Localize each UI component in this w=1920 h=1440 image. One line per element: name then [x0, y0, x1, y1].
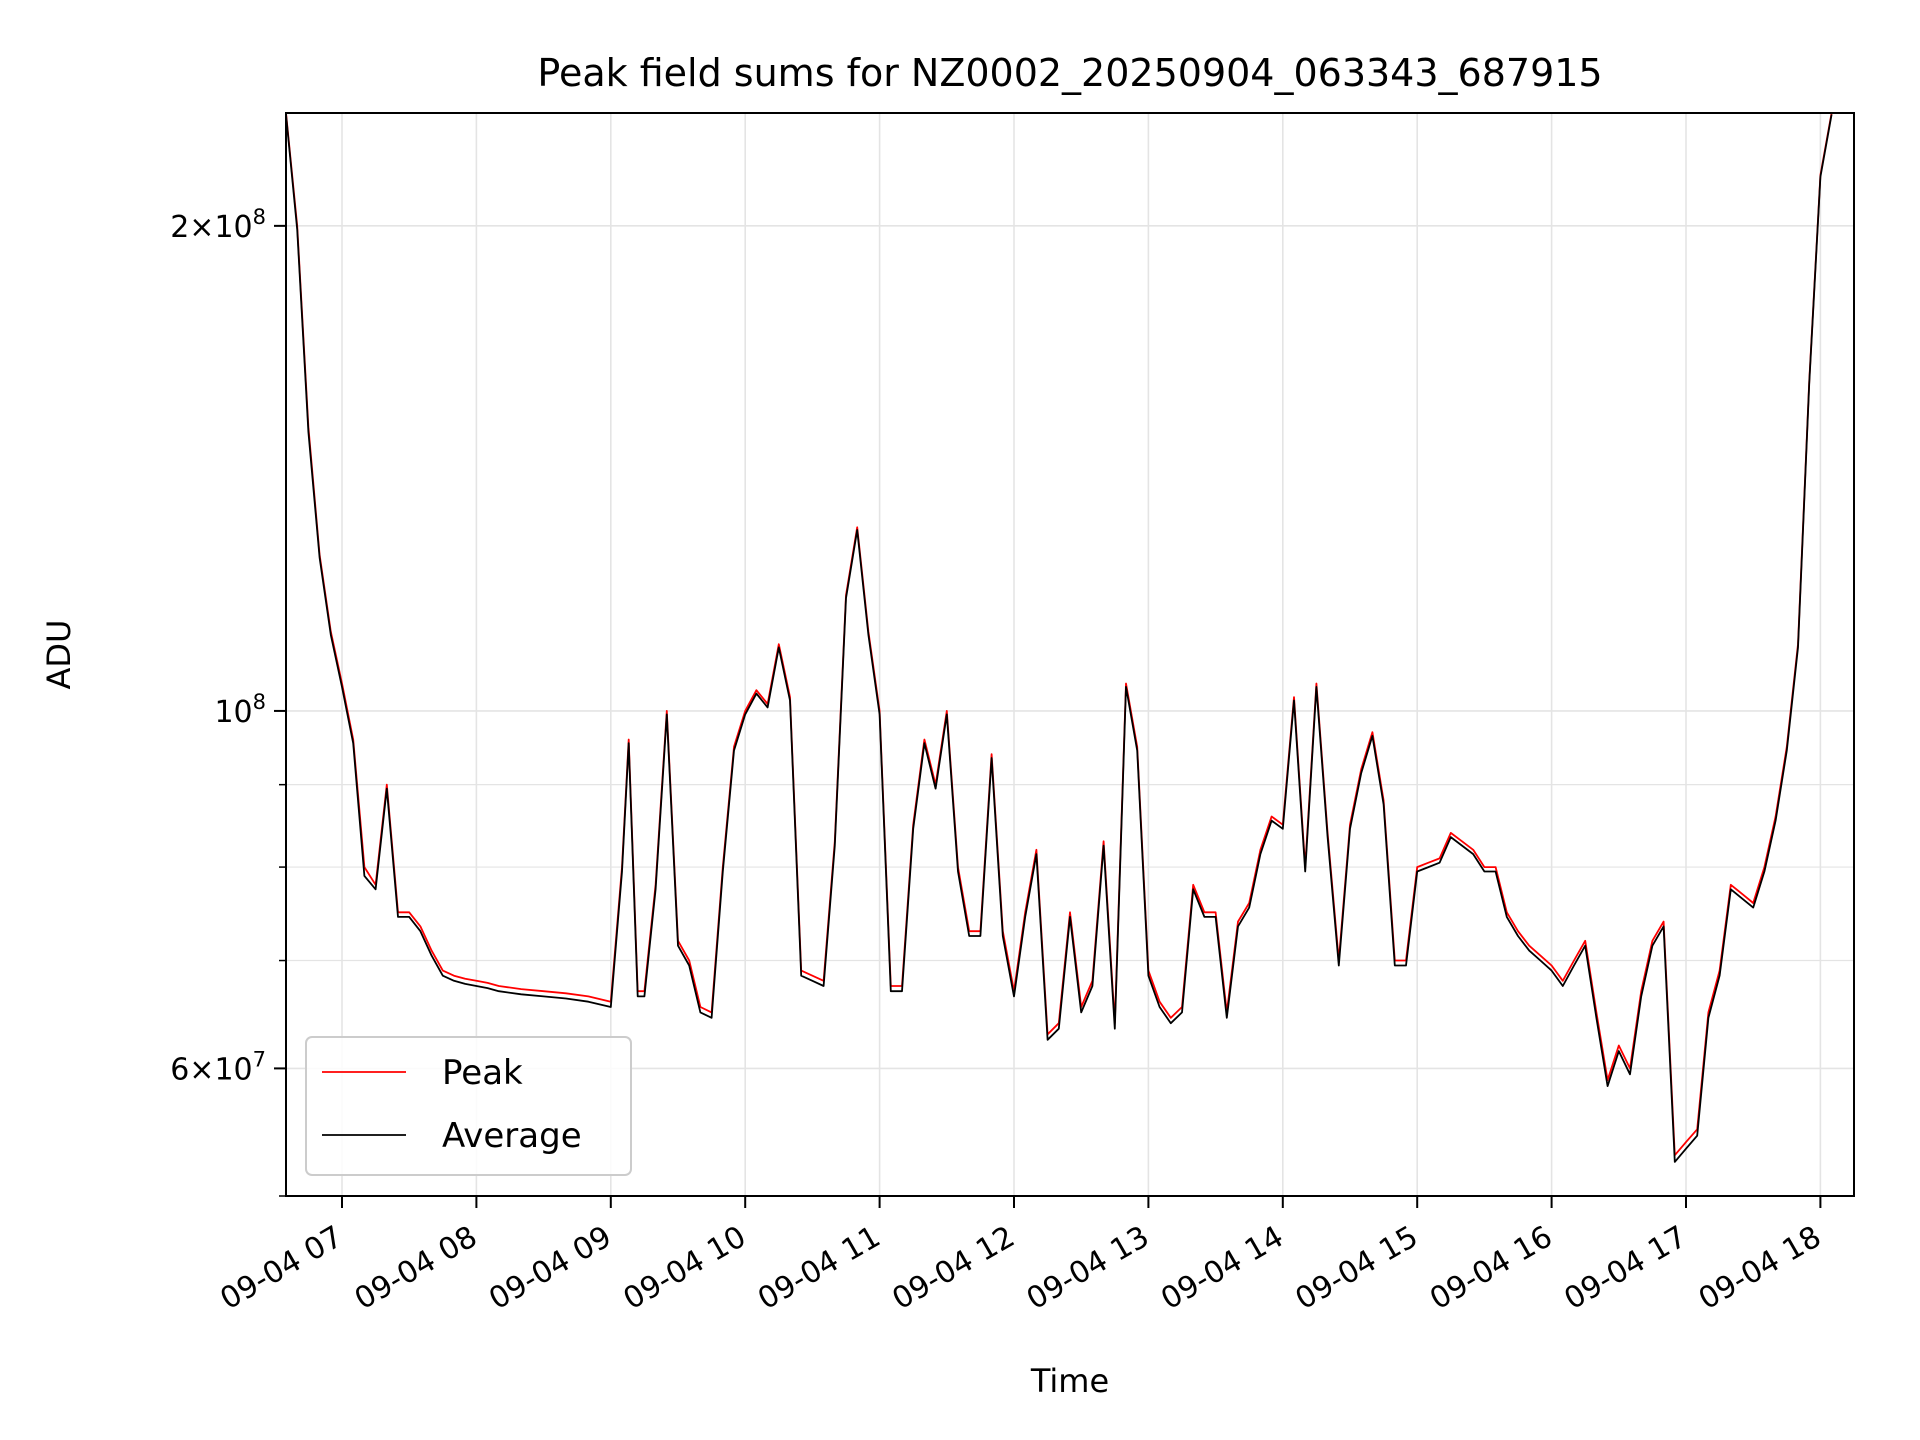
y-tick-label: 108 — [214, 690, 266, 730]
y-axis: 2×108 108 6×107 — [170, 205, 286, 1197]
chart-title: Peak field sums for NZ0002_20250904_0633… — [537, 51, 1602, 95]
series-layer — [286, 113, 1833, 1163]
y-axis-title: ADU — [40, 620, 78, 690]
grid — [286, 113, 1854, 1197]
legend-label-peak: Peak — [442, 1053, 523, 1093]
y-tick-label: 2×108 — [170, 205, 266, 245]
series-line-average — [286, 114, 1833, 1163]
legend-label-average: Average — [442, 1116, 582, 1156]
y-tick-label: 6×107 — [170, 1047, 266, 1087]
legend: Peak Average — [305, 1036, 632, 1176]
plot-frame — [285, 112, 1855, 1197]
x-axis-title: Time — [1030, 1362, 1109, 1400]
